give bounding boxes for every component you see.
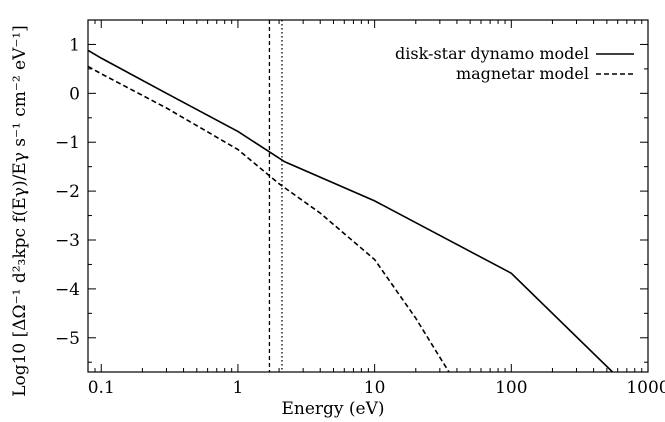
y-tick-labels: 1 0 −1 −2 −3 −4 −5 xyxy=(55,35,80,348)
series-line-dynamo xyxy=(88,49,614,372)
x-axis-label: Energy (eV) xyxy=(281,399,384,419)
x-tick-label: 10 xyxy=(364,378,386,398)
vertical-reference-lines xyxy=(268,20,283,372)
x-tick-label: 1000 xyxy=(626,378,665,398)
y-tick-label: −3 xyxy=(55,231,80,251)
series-lines xyxy=(88,49,614,372)
axis-ticks xyxy=(88,20,649,372)
legend-entry-label: magnetar model xyxy=(456,64,589,83)
y-axis-label: Log10 [ΔΩ⁻¹ d²₃kpc f(Eγ)/Eγ s⁻¹ cm⁻² eV⁻… xyxy=(10,25,30,397)
y-tick-label: −1 xyxy=(55,133,80,153)
y-tick-label: −2 xyxy=(55,182,80,202)
y-tick-label: −4 xyxy=(55,280,80,300)
x-tick-label: 100 xyxy=(495,378,527,398)
y-tick-label: 1 xyxy=(69,35,80,55)
y-tick-label: −5 xyxy=(55,329,80,349)
legend-entry-label: disk-star dynamo model xyxy=(395,44,589,63)
x-tick-label: 1 xyxy=(233,378,244,398)
x-tick-label: 0.1 xyxy=(88,378,115,398)
x-tick-labels: 0.1 1 10 100 1000 xyxy=(88,378,665,398)
y-tick-label: 0 xyxy=(69,84,80,104)
series-line-magnetar xyxy=(88,65,450,372)
